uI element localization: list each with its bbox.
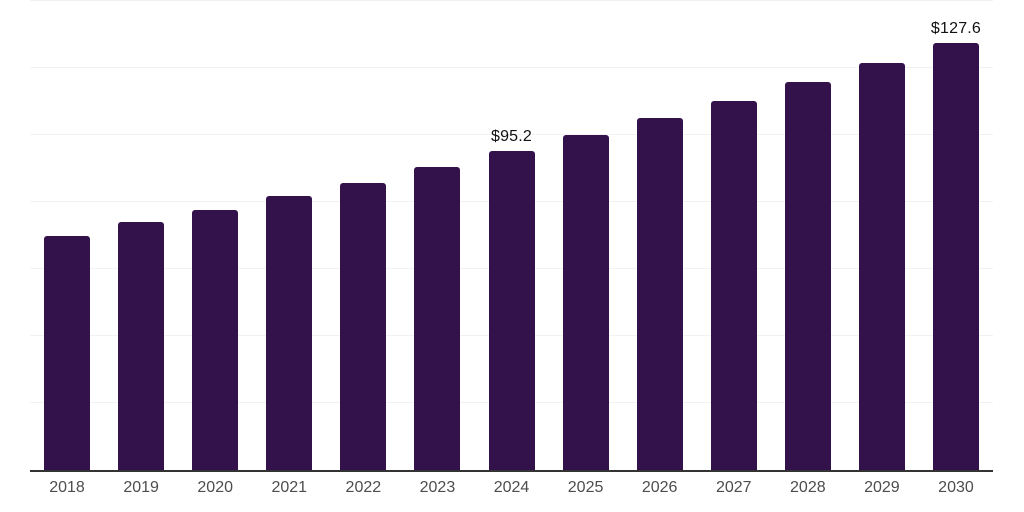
bar-slot-2019	[104, 1, 178, 470]
bar-2019[interactable]	[118, 222, 165, 470]
bar-2023[interactable]	[414, 167, 461, 470]
gridline-120	[30, 67, 993, 68]
bar-2028[interactable]	[784, 81, 831, 470]
bar-2022[interactable]	[340, 182, 387, 470]
bar-slot-2024: $95.2	[474, 1, 548, 470]
data-label-2024: $95.2	[490, 128, 533, 146]
x-tick-label-2027: 2027	[715, 479, 752, 496]
bar-slot-2023	[400, 1, 474, 470]
data-label-2030: $127.6	[930, 19, 982, 37]
bar-slot-2030: $127.6	[919, 1, 993, 470]
bar-2024[interactable]	[488, 151, 535, 470]
bar-2025[interactable]	[562, 135, 609, 470]
bar-slot-2026	[623, 1, 697, 470]
bar-slot-2022	[326, 1, 400, 470]
bar-2029[interactable]	[858, 62, 905, 470]
bar-slot-2028	[771, 1, 845, 470]
bar-2026[interactable]	[636, 118, 683, 470]
bar-2020[interactable]	[192, 210, 239, 470]
x-tick-label-2028: 2028	[790, 479, 826, 496]
x-tick-label-2023: 2023	[419, 479, 456, 496]
bar-slot-2018	[30, 1, 104, 470]
bar-2018[interactable]	[44, 235, 91, 470]
bar-2027[interactable]	[710, 100, 757, 470]
x-tick-label-2025: 2025	[567, 479, 604, 496]
x-tick-label-2030: 2030	[938, 479, 974, 496]
plot-area: $95.2 $127.6	[30, 0, 993, 472]
gridline-100	[30, 134, 993, 135]
x-tick-label-2020: 2020	[197, 479, 233, 496]
x-tick-label-2022: 2022	[345, 479, 382, 496]
bar-2030[interactable]	[932, 42, 979, 470]
x-tick-label-2021: 2021	[271, 479, 308, 496]
bar-slot-2027	[697, 1, 771, 470]
x-axis-labels: 2018 2019 2020 2021 2022 2023 2024 2025 2026 2027…	[30, 478, 993, 498]
x-tick-label-2026: 2026	[641, 479, 678, 496]
bar-slot-2021	[252, 1, 326, 470]
x-tick-label-2019: 2019	[123, 479, 159, 496]
gridline-140	[30, 0, 993, 1]
bar-slot-2029	[845, 1, 919, 470]
bars: $95.2 $127.6	[30, 1, 993, 470]
bar-slot-2020	[178, 1, 252, 470]
x-tick-label-2029: 2029	[864, 479, 900, 496]
bar-slot-2025	[549, 1, 623, 470]
x-tick-label-2024: 2024	[493, 479, 530, 496]
x-tick-label-2018: 2018	[49, 479, 85, 496]
bar-2021[interactable]	[266, 195, 313, 470]
